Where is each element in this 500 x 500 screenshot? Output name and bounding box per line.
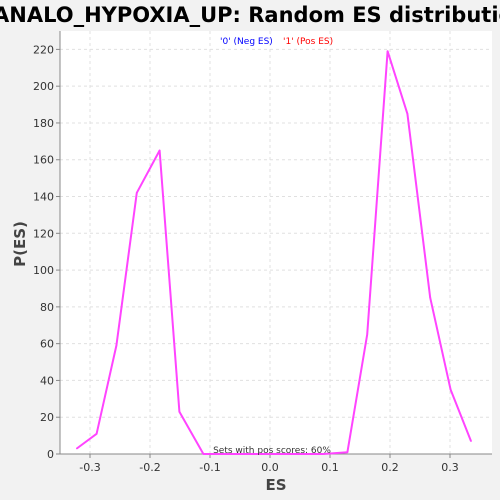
legend-item-neg: '0' (Neg ES)	[220, 37, 273, 47]
legend-item-pos: '1' (Pos ES)	[283, 37, 333, 47]
data-point	[406, 112, 409, 115]
y-tick-label: 100	[33, 264, 54, 277]
data-point	[242, 453, 245, 455]
y-tick-label: 120	[33, 227, 54, 240]
series-line	[76, 50, 472, 455]
y-tick-label: 140	[33, 191, 54, 204]
data-point	[302, 453, 305, 455]
data-point	[136, 192, 138, 194]
y-axis-title: P(ES)	[11, 221, 29, 267]
legend: '0' (Neg ES) '1' (Pos ES)	[220, 37, 333, 47]
data-point	[178, 410, 181, 413]
data-point	[158, 149, 161, 152]
x-tick-label: -0.2	[139, 461, 160, 474]
x-tick-label: 0.2	[381, 461, 399, 474]
plot-area	[60, 31, 492, 454]
data-point	[202, 453, 205, 455]
x-tick-label: 0.0	[261, 461, 279, 474]
y-tick-label: 180	[33, 117, 54, 130]
y-tick-label: 0	[47, 448, 54, 461]
data-point	[366, 333, 369, 336]
y-tick-label: 160	[33, 154, 54, 167]
data-point	[429, 296, 432, 299]
y-tick-label: 200	[33, 80, 54, 93]
tick-labels: -0.3 -0.2 -0.1 0.0 0.1 0.2 0.3 0 20 40 60 80 100 120 1…	[33, 43, 459, 474]
grid	[60, 31, 492, 455]
x-tick-label: 0.1	[321, 461, 339, 474]
data-point	[346, 451, 349, 453]
data-point	[115, 344, 118, 347]
y-tick-label: 40	[40, 374, 54, 387]
x-tick-label: -0.3	[79, 461, 100, 474]
data-point	[282, 453, 285, 455]
chart-title: MANALO_HYPOXIA_UP: Random ES distributio…	[0, 3, 500, 27]
x-tick-label: 0.3	[441, 461, 459, 474]
y-tick-label: 80	[40, 301, 54, 314]
series	[76, 50, 472, 455]
x-tick-label: -0.1	[199, 461, 220, 474]
annotation: Sets with pos scores: 60%	[213, 446, 331, 456]
data-point	[322, 453, 325, 455]
y-tick-label: 20	[40, 411, 54, 424]
x-axis-title: ES	[265, 476, 286, 494]
data-point	[262, 453, 265, 455]
data-point	[76, 447, 78, 450]
y-tick-label: 60	[40, 338, 54, 351]
y-tick-label: 220	[33, 43, 54, 56]
data-point	[449, 388, 452, 391]
data-point	[95, 432, 98, 435]
data-point	[386, 50, 389, 53]
data-point	[222, 453, 224, 455]
data-point	[470, 440, 472, 442]
